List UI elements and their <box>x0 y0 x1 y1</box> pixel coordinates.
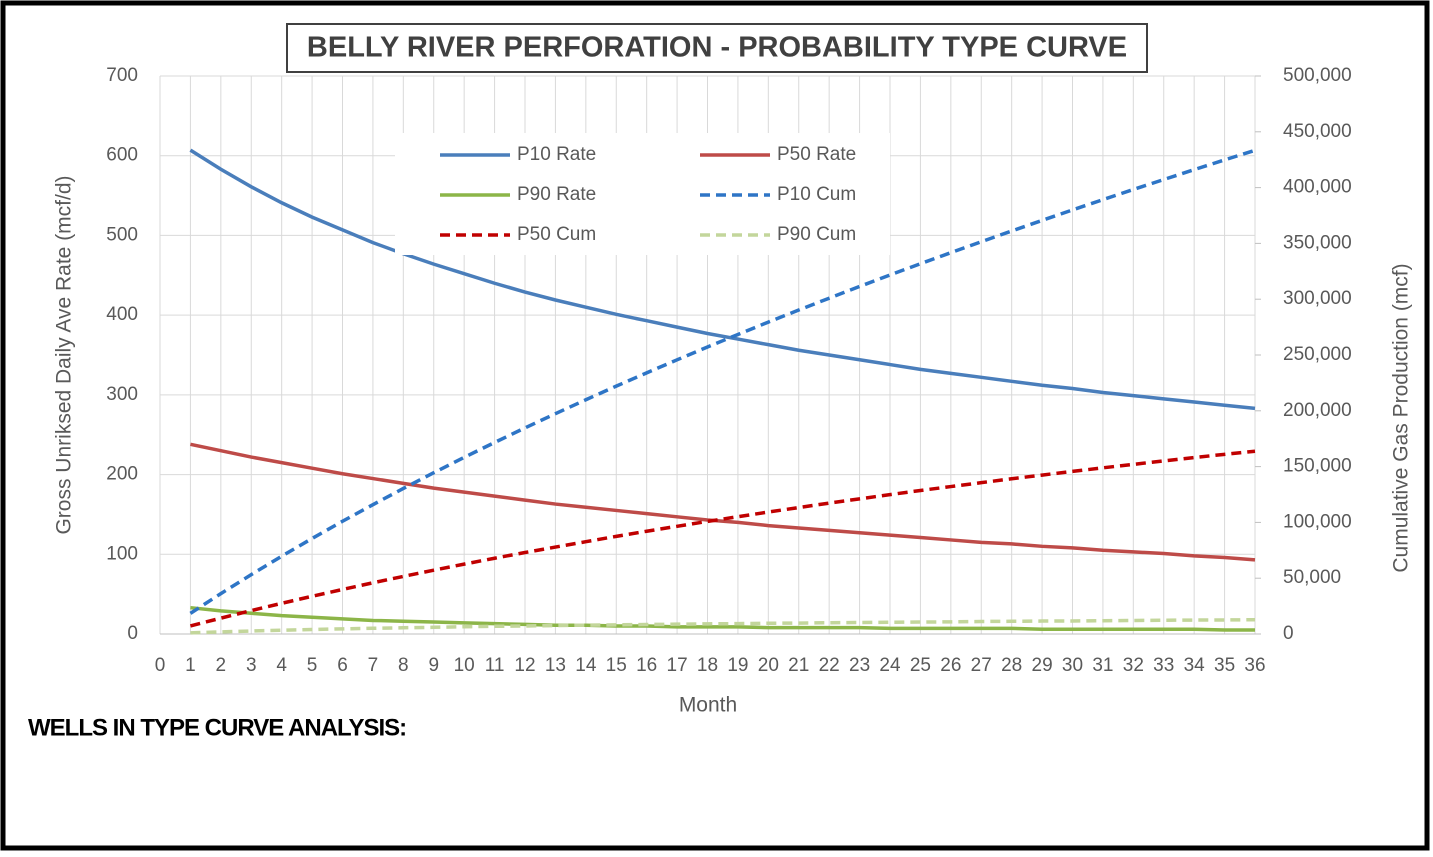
y2-tick-label: 350,000 <box>1283 232 1352 253</box>
x-tick-label: 23 <box>849 655 870 676</box>
y2-tick-label: 400,000 <box>1283 177 1352 198</box>
y2-tick-label: 200,000 <box>1283 400 1352 421</box>
y2-axis-label: Cumulative Gas Production (mcf) <box>1390 263 1413 572</box>
x-tick-label: 3 <box>246 655 257 676</box>
x-tick-label: 27 <box>971 655 992 676</box>
y2-tick-label: 100,000 <box>1283 511 1352 532</box>
x-tick-label: 30 <box>1062 655 1083 676</box>
x-tick-label: 12 <box>514 655 535 676</box>
x-tick-label: 18 <box>697 655 718 676</box>
series-line <box>190 605 1255 632</box>
legend-label: P10 Cum <box>777 184 856 205</box>
y2-tick-label: 450,000 <box>1283 121 1352 142</box>
x-tick-label: 32 <box>1123 655 1144 676</box>
x-tick-label: 5 <box>307 655 318 676</box>
legend-label: P50 Rate <box>777 144 856 165</box>
x-tick-label: 24 <box>879 655 901 676</box>
x-tick-label: 15 <box>606 655 627 676</box>
x-tick-label: 35 <box>1214 655 1235 676</box>
y-tick-label: 600 <box>106 145 138 166</box>
series-line <box>190 617 1256 635</box>
wells-heading: WELLS IN TYPE CURVE ANALYSIS: <box>28 714 406 741</box>
y2-tick-label: 0 <box>1283 623 1294 644</box>
y-tick-label: 500 <box>106 224 138 245</box>
x-tick-label: 11 <box>485 655 505 676</box>
x-tick-label: 33 <box>1153 655 1174 676</box>
x-tick-label: 1 <box>185 655 196 676</box>
legend-label: P90 Rate <box>517 184 596 205</box>
y-tick-label: 400 <box>106 304 138 325</box>
x-tick-label: 34 <box>1184 655 1206 676</box>
chart-title: BELLY RIVER PERFORATION - PROBABILITY TY… <box>307 32 1127 64</box>
series-line <box>190 442 1256 562</box>
y2-tick-label: 300,000 <box>1283 288 1352 309</box>
y-tick-label: 200 <box>106 464 138 485</box>
y-tick-label: 700 <box>106 65 138 86</box>
y2-tick-label: 500,000 <box>1283 65 1352 86</box>
x-tick-label: 0 <box>155 655 166 676</box>
x-tick-label: 7 <box>368 655 379 676</box>
legend-label: P50 Cum <box>517 224 596 245</box>
x-tick-label: 16 <box>636 655 657 676</box>
series-line <box>189 148 1256 411</box>
legend: P10 Rate P50 Rate P90 Rate P10 Cum P50 Cum P9… <box>440 144 856 245</box>
x-tick-label: 25 <box>910 655 931 676</box>
x-tick-label: 4 <box>276 655 287 676</box>
x-tick-label: 31 <box>1092 655 1113 676</box>
x-tick-label: 9 <box>428 655 439 676</box>
x-tick-label: 28 <box>1001 655 1022 676</box>
y2-tick-label: 150,000 <box>1283 456 1352 477</box>
y2-tick-label: 50,000 <box>1283 567 1341 588</box>
x-tick-label: 26 <box>940 655 961 676</box>
x-tick-label: 10 <box>454 655 475 676</box>
y-tick-label: 300 <box>106 384 138 405</box>
legend-label: P10 Rate <box>517 144 596 165</box>
y-tick-label: 0 <box>127 623 138 644</box>
x-tick-label: 36 <box>1244 655 1265 676</box>
y-tick-label: 100 <box>106 543 138 564</box>
y-axis-label: Gross Unriksed Daily Ave Rate (mcf/d) <box>53 175 76 534</box>
x-tick-label: 19 <box>727 655 748 676</box>
x-tick-label: 6 <box>337 655 348 676</box>
title-box <box>286 23 1148 73</box>
x-tick-label: 13 <box>545 655 566 676</box>
y2-tick-label: 250,000 <box>1283 344 1352 365</box>
x-tick-label: 14 <box>575 655 597 676</box>
x-tick-label: 8 <box>398 655 409 676</box>
x-tick-label: 22 <box>819 655 840 676</box>
x-tick-label: 29 <box>1032 655 1053 676</box>
x-tick-label: 2 <box>216 655 227 676</box>
x-tick-label: 21 <box>788 655 809 676</box>
x-axis-label: Month <box>679 694 737 717</box>
legend-label: P90 Cum <box>777 224 856 245</box>
series-line <box>189 449 1256 628</box>
x-tick-label: 17 <box>667 655 688 676</box>
series-line <box>189 148 1256 615</box>
lines <box>189 148 1256 635</box>
x-tick-label: 20 <box>758 655 779 676</box>
